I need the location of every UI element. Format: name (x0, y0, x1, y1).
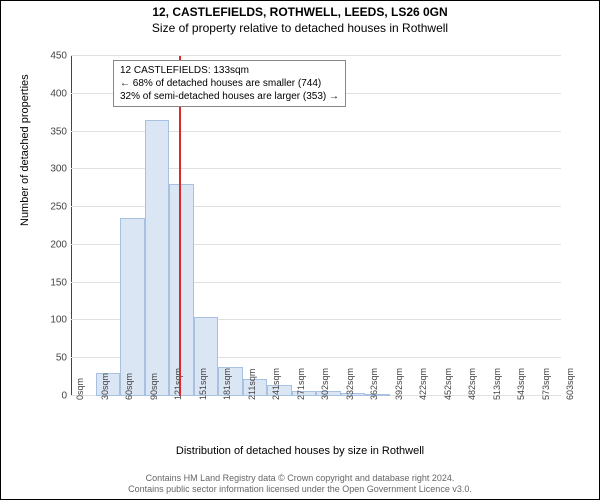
x-tick-label: 603sqm (565, 368, 575, 400)
x-tick-label: 332sqm (345, 368, 355, 400)
x-tick-label: 211sqm (247, 369, 257, 400)
x-tick-label: 513sqm (492, 368, 502, 400)
x-tick-label: 30sqm (100, 373, 110, 400)
x-tick-label: 573sqm (541, 368, 551, 400)
axes: 0501001502002503003504004500sqm30sqm60sq… (71, 56, 561, 396)
callout-line2: ← 68% of detached houses are smaller (74… (120, 77, 339, 90)
x-tick-label: 543sqm (516, 368, 526, 400)
histogram-bar (145, 120, 170, 396)
histogram-bar (120, 218, 145, 396)
x-tick-label: 392sqm (394, 368, 404, 400)
reference-line (179, 56, 181, 396)
y-tick-label: 50 (56, 353, 71, 364)
y-axis-line (71, 56, 72, 396)
x-tick-label: 362sqm (369, 368, 379, 400)
y-tick-label: 250 (50, 202, 71, 213)
y-tick-label: 300 (50, 164, 71, 175)
y-tick-label: 400 (50, 88, 71, 99)
y-tick-label: 350 (50, 126, 71, 137)
y-tick-label: 450 (50, 51, 71, 62)
x-tick-label: 302sqm (320, 368, 330, 400)
x-tick-label: 0sqm (75, 378, 85, 400)
plot-area: 0501001502002503003504004500sqm30sqm60sq… (71, 56, 561, 396)
gridline (71, 55, 561, 56)
x-tick-label: 151sqm (198, 368, 208, 400)
footer-line2: Contains public sector information licen… (1, 484, 599, 495)
footer: Contains HM Land Registry data © Crown c… (1, 473, 599, 496)
x-tick-label: 271sqm (296, 368, 306, 400)
x-tick-label: 482sqm (467, 368, 477, 400)
callout-box: 12 CASTLEFIELDS: 133sqm ← 68% of detache… (113, 60, 346, 107)
address-title: 12, CASTLEFIELDS, ROTHWELL, LEEDS, LS26 … (1, 5, 599, 19)
y-tick-label: 200 (50, 239, 71, 250)
callout-line1: 12 CASTLEFIELDS: 133sqm (120, 64, 339, 77)
chart-container: 12, CASTLEFIELDS, ROTHWELL, LEEDS, LS26 … (0, 0, 600, 500)
x-tick-label: 181sqm (222, 368, 232, 400)
histogram-bar (169, 184, 194, 396)
x-tick-label: 241sqm (271, 368, 281, 400)
subtitle: Size of property relative to detached ho… (1, 21, 599, 35)
x-tick-label: 452sqm (443, 368, 453, 400)
y-tick-label: 0 (61, 391, 71, 402)
x-tick-label: 90sqm (149, 373, 159, 400)
y-tick-label: 100 (50, 315, 71, 326)
footer-line1: Contains HM Land Registry data © Crown c… (1, 473, 599, 484)
x-axis-label: Distribution of detached houses by size … (1, 445, 599, 457)
y-axis-label: Number of detached properties (19, 74, 31, 226)
x-tick-label: 60sqm (124, 373, 134, 400)
callout-line3: 32% of semi-detached houses are larger (… (120, 90, 339, 103)
y-tick-label: 150 (50, 277, 71, 288)
x-tick-label: 422sqm (418, 368, 428, 400)
